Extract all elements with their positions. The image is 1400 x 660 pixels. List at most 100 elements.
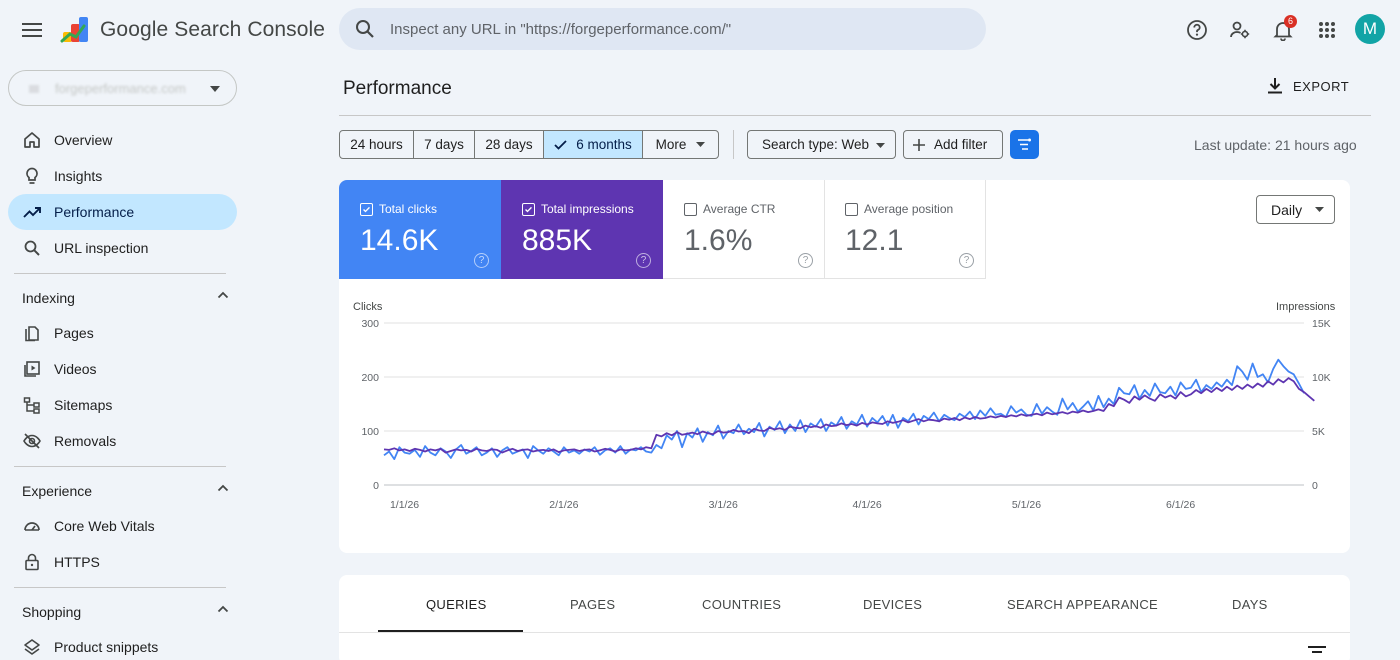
sidebar-item-label: Videos (54, 361, 97, 377)
help-icon[interactable]: ? (959, 253, 974, 268)
notification-count-badge: 6 (1284, 15, 1297, 28)
sidebar-divider (14, 587, 226, 588)
sidebar-item-label: Pages (54, 325, 94, 341)
filter-list-icon (1018, 138, 1031, 150)
add-filter-button[interactable]: Add filter (903, 130, 1003, 159)
performance-line-chart[interactable]: 300 15K 200 10K 100 5K 0 0 1/1/26 2/1/26 3/1/26 4/1… (339, 310, 1350, 520)
sidebar-item-product-snippets[interactable]: Product snippets (8, 629, 237, 660)
active-tab-underline (378, 630, 523, 632)
tab-label: COUNTRIES (702, 597, 782, 612)
account-avatar[interactable]: M (1355, 14, 1385, 44)
filter-bar-separator (733, 130, 734, 159)
caret-down-icon (696, 142, 706, 147)
date-range-6-months[interactable]: 6 months (543, 130, 643, 159)
notifications-button[interactable]: 6 (1267, 14, 1299, 46)
url-inspection-search[interactable] (339, 8, 986, 50)
date-range-7-days[interactable]: 7 days (413, 130, 475, 159)
granularity-label: Daily (1271, 202, 1303, 218)
metric-average-ctr[interactable]: Average CTR 1.6% ? (663, 180, 825, 279)
sidebar-item-label: Overview (54, 132, 113, 148)
section-label: Experience (22, 483, 93, 499)
sidebar-item-insights[interactable]: Insights (8, 158, 237, 194)
metric-label: Total clicks (379, 202, 438, 216)
app-title[interactable]: Google Search Console (100, 18, 326, 41)
table-filter-icon[interactable] (1307, 645, 1327, 655)
export-label: EXPORT (1293, 79, 1350, 94)
x-tick-label: 6/1/26 (1166, 499, 1195, 511)
main-menu-button[interactable] (16, 14, 48, 46)
tab-queries[interactable]: QUERIES (378, 575, 523, 632)
help-icon (1187, 20, 1207, 40)
right-tick-label: 5K (1312, 426, 1325, 438)
caret-down-icon (210, 86, 220, 92)
sidebar-item-https[interactable]: HTTPS (8, 544, 237, 580)
sidebar-item-label: Product snippets (54, 639, 159, 655)
sidebar-item-overview[interactable]: Overview (8, 122, 237, 158)
search-icon[interactable] (355, 19, 375, 39)
apps-grid-icon (1319, 22, 1335, 38)
checkbox-checked-icon[interactable] (360, 203, 373, 216)
manage-users-button[interactable] (1224, 14, 1256, 46)
help-icon[interactable]: ? (474, 253, 489, 268)
download-icon (1268, 78, 1282, 94)
search-console-logo-icon[interactable] (60, 14, 92, 46)
metric-total-impressions[interactable]: Total impressions 885K ? (501, 180, 663, 279)
caret-down-icon (876, 143, 885, 148)
tab-countries[interactable]: COUNTRIES (684, 575, 794, 632)
right-tick-label: 15K (1312, 318, 1331, 330)
chevron-up-icon (217, 484, 229, 492)
tab-pages[interactable]: PAGES (539, 575, 639, 632)
sidebar-item-pages[interactable]: Pages (8, 315, 237, 351)
series-line-clicks[interactable] (383, 358, 1305, 461)
x-tick-label: 2/1/26 (549, 499, 578, 511)
property-selector[interactable]: forgeperformance.com (8, 70, 237, 106)
sidebar-item-videos[interactable]: Videos (8, 351, 237, 387)
search-type-filter[interactable]: Search type: Web (747, 130, 896, 159)
checkbox-checked-icon[interactable] (522, 203, 535, 216)
url-inspection-input[interactable] (390, 18, 970, 40)
checkbox-unchecked-icon[interactable] (845, 203, 858, 216)
help-icon[interactable]: ? (636, 253, 651, 268)
chevron-up-icon (217, 605, 229, 613)
metric-value: 14.6K (360, 224, 439, 257)
sidebar-item-sitemaps[interactable]: Sitemaps (8, 387, 237, 423)
sidebar-item-label: Core Web Vitals (54, 518, 155, 534)
help-icon[interactable]: ? (798, 253, 813, 268)
metric-total-clicks[interactable]: Total clicks 14.6K ? (339, 180, 501, 279)
tab-label: SEARCH APPEARANCE (1007, 597, 1159, 612)
tab-search-appearance[interactable]: SEARCH APPEARANCE (989, 575, 1159, 632)
help-button[interactable] (1181, 14, 1213, 46)
sidebar-item-url-inspection[interactable]: URL inspection (8, 230, 237, 266)
speedometer-icon (22, 516, 42, 536)
sidebar-section-experience[interactable]: Experience (8, 475, 237, 505)
sidebar-item-performance[interactable]: Performance (8, 194, 237, 230)
metric-label: Average position (864, 202, 954, 216)
metric-value: 1.6% (684, 224, 753, 257)
sidebar-item-label: Removals (54, 433, 117, 449)
tab-devices[interactable]: DEVICES (844, 575, 934, 632)
sidebar-item-core-web-vitals[interactable]: Core Web Vitals (8, 508, 237, 544)
sidebar-item-label: HTTPS (54, 554, 100, 570)
tab-label: DEVICES (863, 597, 923, 612)
dimension-tabs-card: QUERIES PAGES COUNTRIES DEVICES SEARCH A… (339, 575, 1350, 660)
series-line-impressions[interactable] (383, 377, 1315, 454)
sidebar-item-removals[interactable]: Removals (8, 423, 237, 459)
visibility-off-icon (22, 431, 42, 451)
tab-days[interactable]: DAYS (1214, 575, 1284, 632)
date-range-24-hours[interactable]: 24 hours (339, 130, 414, 159)
sidebar-divider (14, 466, 226, 467)
tabs-divider (339, 632, 1350, 633)
sidebar-section-indexing[interactable]: Indexing (8, 282, 237, 312)
granularity-dropdown[interactable]: Daily (1256, 195, 1335, 224)
sidebar-item-label: Insights (54, 168, 103, 184)
metric-average-position[interactable]: Average position 12.1 ? (824, 180, 986, 279)
property-icon (29, 85, 39, 93)
sidebar-section-shopping[interactable]: Shopping (8, 596, 237, 626)
property-name: forgeperformance.com (55, 81, 186, 96)
date-range-more[interactable]: More (642, 130, 719, 159)
search-type-label: Search type: Web (762, 137, 870, 152)
filter-settings-button[interactable] (1010, 130, 1039, 159)
date-range-28-days[interactable]: 28 days (474, 130, 544, 159)
checkbox-unchecked-icon[interactable] (684, 203, 697, 216)
apps-button[interactable] (1311, 14, 1343, 46)
